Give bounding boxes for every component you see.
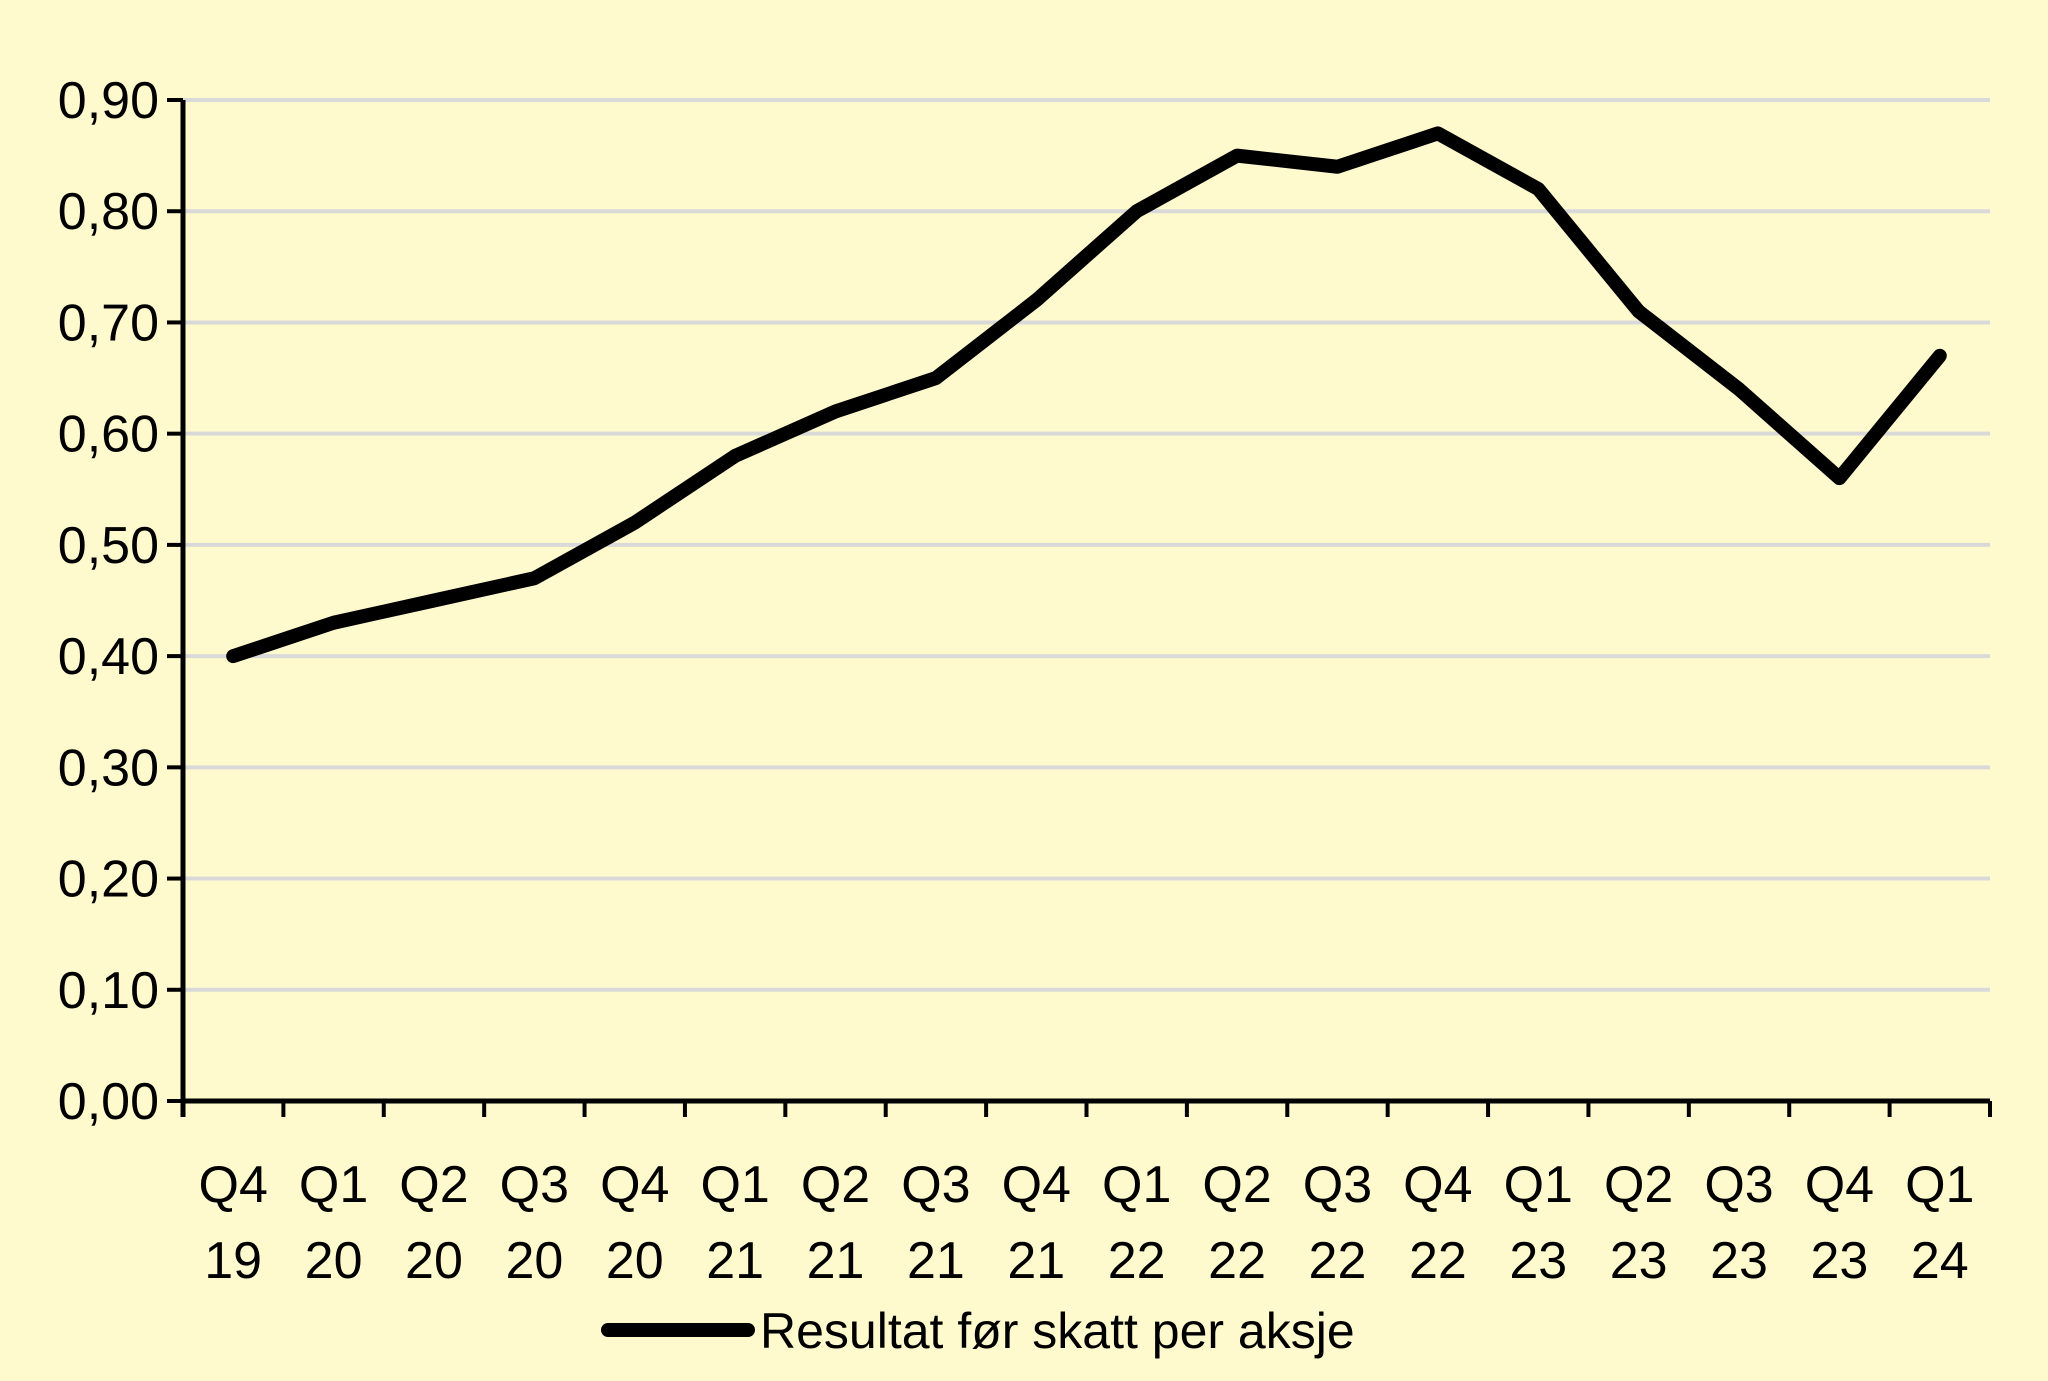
x-tick-label: Q2 21 [801,1156,870,1290]
y-tick-label: 0,30 [58,739,159,797]
y-tick-label: 0,10 [58,962,159,1020]
x-tick-label: Q4 20 [600,1156,669,1290]
x-tick-label: Q2 22 [1202,1156,1271,1290]
x-tick-labels: Q4 19 Q1 20 Q2 20 Q3 20 Q4 20 Q1 21 Q2 21 Q3 21 Q4 21 Q1 22… [199,1156,1975,1290]
y-tick-label: 0,00 [58,1073,159,1131]
y-tick-labels: 0,00 0,10 0,20 0,30 0,40 0,50 0,60 0,70 0,80 0,90 [58,72,159,1131]
x-tick-label: Q3 20 [500,1156,569,1290]
x-tick-label: Q1 24 [1905,1156,1974,1290]
y-tick-label: 0,70 [58,294,159,352]
y-tick-label: 0,80 [58,183,159,241]
legend: Resultat før skatt per aksje [601,1303,1355,1359]
x-tick-label: Q3 21 [901,1156,970,1290]
x-tick-label: Q4 19 [199,1156,268,1290]
x-tick-label: Q1 21 [700,1156,769,1290]
axes [167,98,1992,1117]
x-tick-label: Q4 22 [1403,1156,1472,1290]
grid-lines [183,98,1990,992]
x-tick-label: Q1 22 [1102,1156,1171,1290]
y-tick-label: 0,20 [58,851,159,909]
y-tick-label: 0,50 [58,517,159,575]
y-tick-label: 0,60 [58,406,159,464]
series-line [226,126,1947,664]
x-tick-label: Q4 23 [1805,1156,1874,1290]
legend-label: Resultat før skatt per aksje [760,1303,1355,1359]
y-tick-label: 0,40 [58,628,159,686]
series-lines [226,126,1947,664]
x-tick-label: Q3 22 [1303,1156,1372,1290]
x-tick-label: Q2 20 [399,1156,468,1290]
y-tick-label: 0,90 [58,72,159,130]
x-tick-label: Q3 23 [1704,1156,1773,1290]
x-tick-label: Q1 20 [299,1156,368,1290]
x-tick-label: Q1 23 [1504,1156,1573,1290]
x-tick-label: Q4 21 [1002,1156,1071,1290]
x-tick-label: Q2 23 [1604,1156,1673,1290]
